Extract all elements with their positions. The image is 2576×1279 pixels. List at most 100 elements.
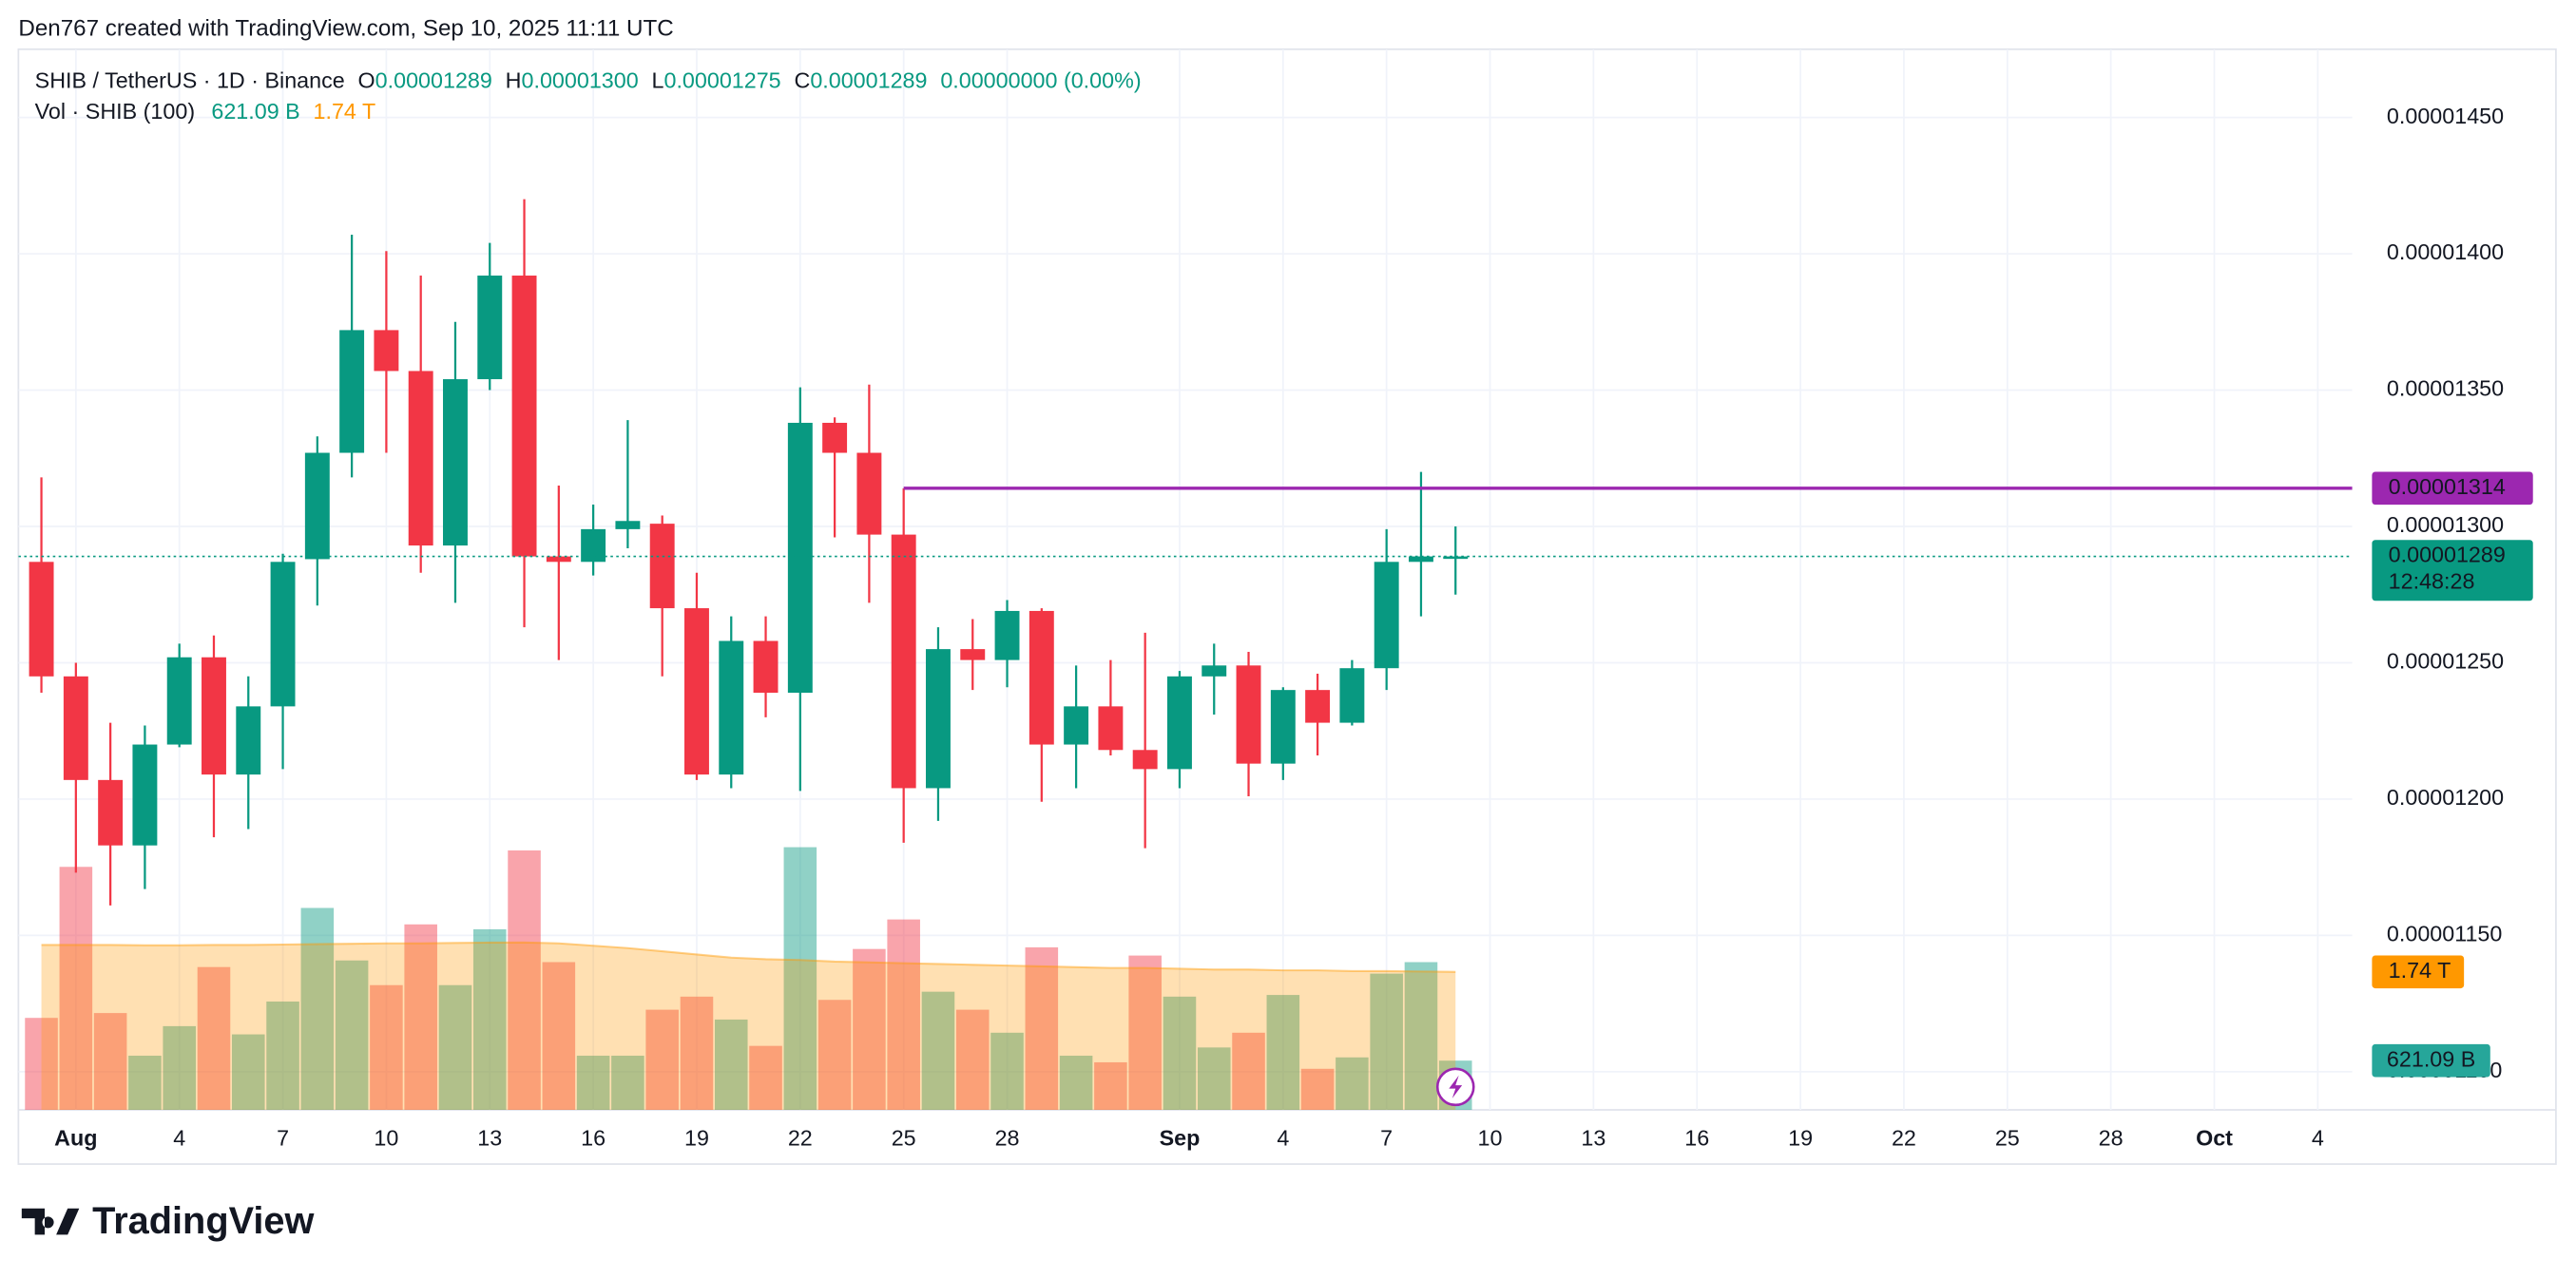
countdown: 12:48:28: [2389, 568, 2475, 593]
y-tick-label: 0.00001300: [2387, 512, 2504, 537]
x-tick-label: 10: [374, 1125, 398, 1150]
volume-bar: [25, 1018, 58, 1111]
candle-body: [1443, 556, 1469, 560]
x-tick-label: 4: [1277, 1125, 1289, 1150]
candle-body: [1098, 706, 1124, 751]
candle-body: [926, 649, 951, 789]
l-value: 0.00001275: [663, 68, 780, 93]
x-tick-label: Oct: [2196, 1125, 2233, 1150]
candle-body: [787, 422, 813, 694]
c-key: C: [794, 68, 810, 93]
volume-pane: [25, 847, 1472, 1111]
x-tick-label: 28: [2099, 1125, 2124, 1150]
x-tick-label: Sep: [1160, 1125, 1201, 1150]
volume-bar: [853, 948, 886, 1111]
x-tick-label: 19: [684, 1125, 709, 1150]
volume-bar: [1370, 973, 1403, 1111]
volume-bar: [783, 847, 817, 1111]
vol-title: Vol · SHIB (100): [35, 99, 195, 124]
o-value: 0.00001289: [375, 68, 492, 93]
h-key: H: [506, 68, 522, 93]
candle-body: [960, 649, 986, 660]
volume-bar: [163, 1025, 196, 1111]
y-tick-label: 0.00001350: [2387, 376, 2504, 401]
change: 0.00000000 (0.00%): [940, 68, 1141, 93]
candle-body: [1270, 690, 1296, 764]
symbol: SHIB / TetherUS · 1D · Binance: [35, 68, 345, 93]
attribution: Den767 created with TradingView.com, Sep…: [18, 15, 673, 41]
candle-body: [339, 330, 365, 453]
volume-bar: [714, 1019, 748, 1111]
candle-body: [891, 534, 916, 789]
candle-body: [408, 371, 433, 546]
live-badge-bolt: [1449, 1075, 1463, 1098]
candle-body: [615, 521, 641, 529]
candle-body: [1132, 750, 1158, 770]
volume-ma-line: [41, 941, 1456, 973]
volume-bar: [990, 1032, 1024, 1111]
volume-bar: [1025, 946, 1059, 1111]
last-price-label: 0.00001289: [2389, 543, 2506, 567]
volume-bar: [611, 1056, 644, 1111]
volume-bar: [817, 1000, 852, 1111]
volume-bar: [1266, 995, 1300, 1111]
volume-bar: [1232, 1032, 1265, 1111]
candle-body: [477, 276, 503, 380]
y-tick-label: 0.00001450: [2387, 104, 2504, 128]
x-tick-label: 13: [477, 1125, 502, 1150]
volume-bar: [335, 960, 369, 1111]
volume-bar: [370, 984, 403, 1111]
volume-bar: [887, 919, 920, 1111]
x-tick-label: 4: [173, 1125, 185, 1150]
volume-bar: [266, 1002, 299, 1111]
candle-body: [753, 640, 779, 694]
x-tick-label: 16: [581, 1125, 606, 1150]
candle-body: [98, 779, 124, 846]
grid: [18, 48, 2353, 1111]
candle-body: [994, 610, 1020, 660]
candle-body: [63, 676, 88, 780]
candle-body: [1201, 665, 1227, 677]
volume-bar: [1300, 1068, 1335, 1111]
candle-body: [1064, 706, 1089, 745]
candle-body: [822, 422, 848, 453]
candle-body: [1305, 690, 1331, 723]
x-tick-label: 25: [892, 1125, 916, 1150]
volume-ma-label: 1.74 T: [2389, 958, 2451, 983]
x-tick-label: 22: [1892, 1125, 1916, 1150]
volume-bar: [1336, 1057, 1369, 1111]
candle-body: [1167, 676, 1192, 770]
volume-bar: [128, 1056, 162, 1111]
volume-bar: [438, 984, 472, 1111]
candle-body: [1408, 556, 1433, 563]
volume-bar: [59, 867, 93, 1111]
level-label: 0.00001314: [2389, 474, 2506, 499]
volume-bar: [1404, 962, 1438, 1111]
volume-bar: [1094, 1061, 1127, 1111]
volume-bar: [1163, 996, 1197, 1111]
candle-body: [1374, 562, 1399, 669]
candle-body: [166, 657, 192, 745]
l-key: L: [652, 68, 664, 93]
volume-bar: [645, 1009, 679, 1111]
candle-body: [649, 524, 675, 609]
x-tick-label: 13: [1581, 1125, 1605, 1150]
candle-body: [1236, 665, 1261, 764]
x-tick-label: 19: [1788, 1125, 1813, 1150]
candle-body: [443, 379, 468, 546]
volume-bar: [542, 962, 576, 1111]
last-price-box: [2372, 540, 2533, 601]
volume-ma-area: [41, 942, 1456, 1111]
candle-body: [856, 452, 882, 535]
candle-body: [511, 276, 537, 557]
volume-ma-label-box: [2372, 955, 2465, 989]
chart-frame: [17, 48, 2557, 1165]
volume-bar: [404, 924, 437, 1111]
candle-body: [1339, 668, 1365, 723]
volume-bar: [472, 928, 507, 1111]
vol-value: 621.09 B: [211, 99, 299, 124]
x-tick-label: 7: [1380, 1125, 1393, 1150]
candle-body: [304, 452, 330, 560]
